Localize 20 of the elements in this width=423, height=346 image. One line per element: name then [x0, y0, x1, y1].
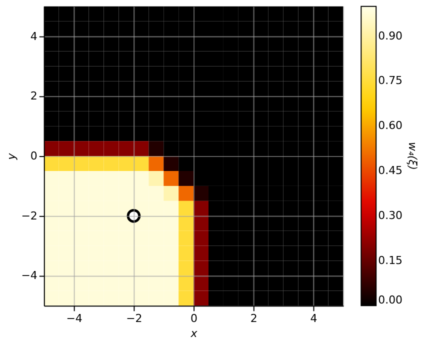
color-bar-title: w₄(ξ) [406, 142, 420, 170]
y-tick-label: 0 [30, 150, 38, 163]
x-tick-label: −4 [66, 312, 82, 326]
x-axis-title: x [190, 327, 198, 340]
y-axis-title: y [5, 152, 18, 161]
x-tick-label: 4 [310, 312, 318, 326]
x-tick-label: −2 [126, 312, 142, 326]
x-tick-label: 2 [250, 312, 258, 326]
color-bar-label: 0.00 [378, 294, 403, 307]
y-tick-label: 4 [30, 30, 38, 43]
y-tick-label: −2 [21, 209, 38, 222]
color-bar-label: 0.15 [378, 254, 403, 267]
color-bar-label: 0.45 [378, 164, 403, 177]
color-bar-label: 0.30 [378, 208, 403, 222]
y-tick-label: 2 [30, 90, 38, 103]
color-bar-label: 0.90 [378, 29, 403, 42]
color-bar-label: 0.60 [378, 119, 403, 132]
x-tick-label: 0 [190, 312, 198, 326]
color-bar-label: 0.75 [378, 74, 403, 88]
y-tick-label: −4 [21, 269, 38, 282]
